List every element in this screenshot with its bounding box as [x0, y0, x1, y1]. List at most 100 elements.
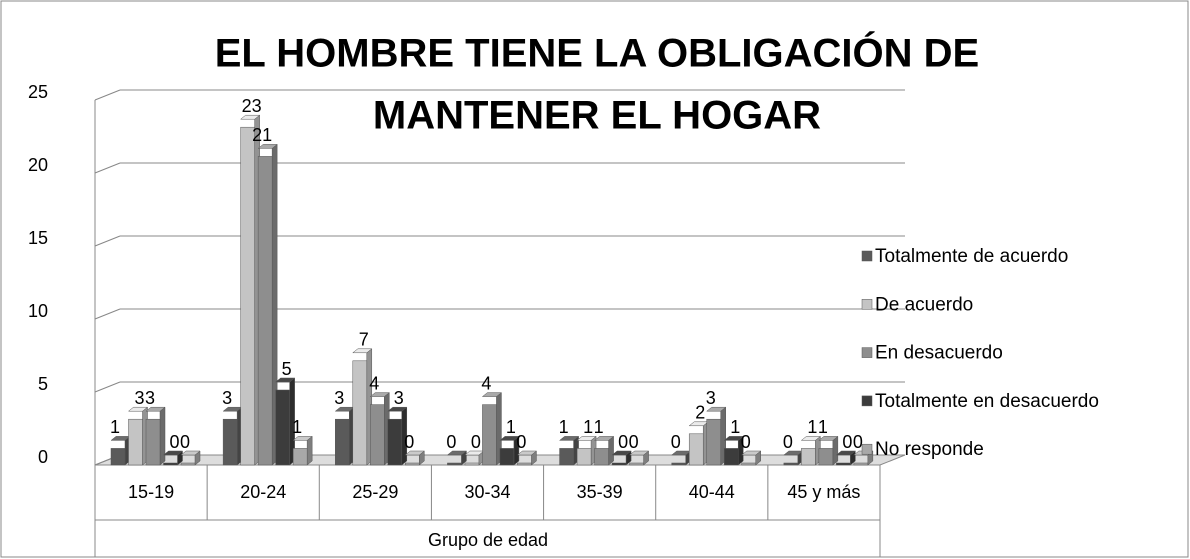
data-label: 4	[369, 373, 379, 393]
y-tick-label: 20	[28, 155, 48, 175]
bar	[801, 448, 816, 466]
data-label: 0	[618, 432, 628, 452]
data-label: 1	[807, 417, 817, 437]
bar	[818, 448, 834, 466]
legend-swatch	[861, 250, 873, 262]
legend-swatch	[861, 443, 873, 455]
bar-top	[292, 436, 313, 441]
bar	[499, 448, 515, 466]
y-tick-label: 10	[28, 301, 48, 321]
bar-top	[741, 450, 762, 456]
bar	[576, 448, 592, 466]
grid-diagonal	[94, 162, 121, 174]
legend-swatch	[861, 395, 873, 407]
data-label: 0	[842, 432, 852, 452]
grid-diagonal	[94, 381, 121, 393]
y-tick-label: 25	[28, 82, 48, 102]
x-tick-label: 30-34	[464, 482, 510, 502]
grid-diagonal	[94, 308, 121, 320]
data-label: 0	[446, 432, 456, 452]
bar	[741, 462, 756, 466]
bar	[783, 462, 799, 466]
bar-top	[723, 436, 744, 441]
bar-top	[818, 436, 839, 441]
bar	[671, 462, 686, 466]
bar	[836, 462, 851, 466]
data-label: 0	[671, 432, 681, 452]
data-label: 23	[242, 96, 262, 116]
bar-top	[145, 406, 166, 412]
bar	[517, 462, 532, 466]
data-label: 4	[481, 373, 491, 393]
chart-title: MANTENER EL HOGAR	[373, 94, 821, 138]
data-label: 0	[169, 432, 179, 452]
bar	[352, 360, 368, 466]
data-label: 0	[853, 432, 863, 452]
data-label: 2	[695, 403, 705, 423]
bar	[723, 448, 739, 466]
data-label: 1	[292, 417, 302, 437]
legend-label: En desacuerdo	[875, 343, 1003, 364]
data-label: 3	[394, 388, 404, 408]
x-tick-label: 25-29	[352, 482, 398, 502]
bar-top	[628, 450, 650, 456]
grid-diagonal	[94, 235, 121, 247]
bar-top	[369, 392, 390, 397]
bar-top	[835, 450, 857, 456]
x-tick-label: 40-44	[689, 482, 735, 502]
legend-label: De acuerdo	[875, 294, 973, 315]
bar-top	[180, 450, 201, 456]
y-tick-label: 0	[38, 447, 48, 467]
bar-side	[159, 406, 166, 466]
bar-top	[611, 450, 632, 456]
data-label: 1	[818, 417, 828, 437]
data-label: 3	[706, 388, 716, 408]
data-label: 0	[741, 432, 751, 452]
data-label: 1	[559, 417, 569, 437]
bar	[110, 448, 126, 466]
bar-side	[832, 435, 839, 466]
data-label: 3	[222, 388, 232, 408]
bar	[559, 448, 574, 466]
data-label: 0	[516, 432, 526, 452]
bar	[688, 433, 704, 466]
x-tick-label: 20-24	[240, 482, 286, 502]
bar	[145, 418, 161, 466]
data-label: 0	[783, 432, 793, 452]
data-label: 0	[471, 432, 481, 452]
bar-top	[481, 392, 503, 397]
data-label: 1	[594, 417, 604, 437]
data-label: 1	[110, 417, 120, 437]
bar	[292, 448, 308, 466]
bar-top	[558, 436, 580, 441]
data-label: 3	[134, 388, 144, 408]
bar-top	[446, 450, 468, 456]
data-label: 1	[730, 417, 740, 437]
bar	[482, 404, 497, 466]
bar	[405, 462, 420, 466]
bar	[240, 126, 255, 466]
x-axis-label: Grupo de edad	[428, 530, 548, 550]
data-label: 5	[282, 359, 292, 379]
data-label: 21	[252, 125, 272, 145]
data-label: 1	[506, 417, 516, 437]
data-label: 7	[359, 330, 369, 350]
bar-top	[127, 406, 149, 412]
bar	[706, 418, 721, 466]
bar-top	[274, 377, 296, 383]
bar	[464, 462, 480, 466]
x-tick-label: 45 y más	[787, 482, 860, 502]
bar-top	[706, 406, 727, 412]
bar	[163, 462, 178, 466]
data-label: 1	[583, 417, 593, 437]
y-tick-label: 15	[28, 228, 48, 248]
data-label: 0	[629, 432, 639, 452]
bar-top	[593, 436, 615, 441]
chart-title: EL HOMBRE TIENE LA OBLIGACIÓN DE	[215, 30, 979, 76]
bar-top	[257, 144, 278, 149]
bar	[370, 404, 385, 466]
bar	[275, 389, 290, 466]
bar-top	[800, 436, 822, 441]
bar	[853, 462, 869, 466]
